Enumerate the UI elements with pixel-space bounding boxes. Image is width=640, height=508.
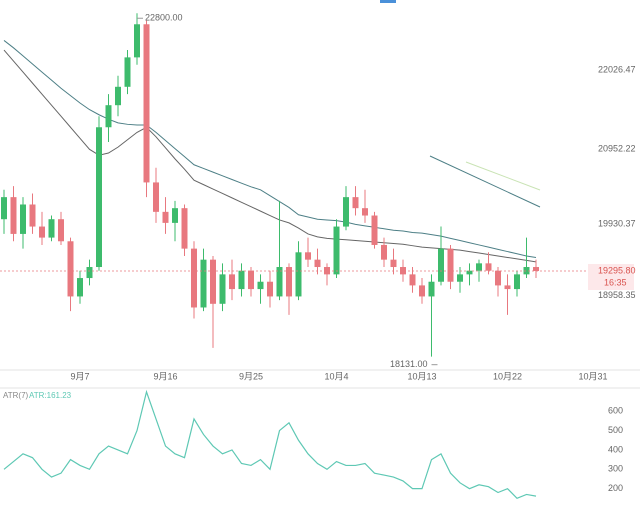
candle-body	[495, 270, 501, 286]
candle-body	[371, 215, 378, 245]
candle-body	[162, 211, 169, 223]
x-tick-label: 10月4	[324, 371, 348, 381]
candle-body	[153, 182, 159, 212]
candle-body	[267, 281, 273, 297]
y-tick-label: 18958.35	[598, 290, 636, 300]
tab-indicator	[380, 0, 396, 3]
candle-body	[248, 270, 254, 290]
x-tick-label: 9月16	[153, 371, 177, 381]
candle-body	[229, 274, 235, 290]
candle-body	[1, 197, 7, 220]
candle-body	[466, 270, 473, 275]
y-tick-label: 19930.37	[598, 219, 636, 229]
candle-body	[67, 241, 74, 297]
candle-body	[485, 263, 492, 271]
candle-body	[238, 270, 245, 290]
last-time-label: 16:35	[604, 277, 627, 287]
candle-body	[390, 259, 397, 268]
atr-line	[3, 389, 537, 500]
candle-body	[276, 267, 283, 297]
candle-body	[438, 248, 444, 282]
candle-body	[523, 267, 530, 275]
candle-body	[295, 252, 302, 297]
candle-body	[257, 281, 264, 290]
y-tick-label: 20952.22	[598, 144, 636, 154]
candle-body	[105, 105, 112, 128]
candle-body	[172, 208, 178, 223]
y-tick-label: 200	[608, 483, 623, 493]
candle-body	[210, 259, 216, 304]
candle-body	[305, 252, 311, 260]
indicator-legend: ATR:161.23	[29, 391, 72, 400]
candle-body	[533, 267, 539, 272]
candle-body	[504, 285, 511, 290]
candle-body	[77, 278, 83, 297]
indicator-title: ATR(7)	[3, 391, 29, 400]
candle-body	[286, 267, 292, 297]
drawing-line	[465, 161, 541, 191]
candle-body	[134, 24, 140, 58]
candle-body	[10, 197, 17, 234]
candle-body	[476, 263, 482, 271]
annotation: 22800.00	[145, 13, 183, 23]
candle-body	[352, 197, 359, 209]
candle-body	[20, 204, 26, 234]
y-tick-label: 500	[608, 425, 623, 435]
candle-body	[191, 248, 197, 308]
last-price-label: 19295.80	[598, 265, 636, 275]
last-price-box	[588, 264, 634, 291]
y-tick-label: 600	[608, 406, 623, 416]
y-tick-label: 22026.47	[598, 65, 636, 75]
annotation: 18131.00	[390, 359, 428, 369]
candle-body	[143, 24, 150, 183]
candle-body	[324, 267, 330, 275]
candle-body	[219, 274, 226, 304]
candle-body	[96, 127, 102, 268]
x-tick-label: 10月13	[407, 371, 436, 381]
candle-body	[314, 259, 321, 268]
x-tick-label: 10月22	[493, 371, 522, 381]
candle-body	[58, 219, 64, 242]
x-tick-label: 9月25	[239, 371, 263, 381]
y-tick-label: 400	[608, 444, 623, 454]
moving-average-line	[3, 49, 537, 263]
candle-body	[86, 267, 93, 279]
drawing-line	[429, 155, 541, 208]
candle-body	[409, 274, 416, 286]
candle-body	[381, 244, 387, 260]
moving-average-line	[3, 40, 537, 258]
candle-body	[29, 204, 36, 227]
candle-body	[428, 281, 435, 297]
candle-body	[362, 208, 368, 216]
candle-body	[400, 267, 406, 275]
candle-body	[514, 274, 520, 290]
candle-body	[124, 57, 131, 87]
candle-body	[447, 248, 454, 282]
candle-body	[200, 259, 207, 308]
x-tick-label: 10月31	[578, 371, 607, 381]
candle-body	[39, 226, 45, 238]
candle-body	[419, 285, 425, 297]
candle-body	[48, 219, 55, 238]
candle-body	[457, 274, 463, 282]
x-tick-label: 9月7	[70, 371, 89, 381]
y-tick-label: 300	[608, 464, 623, 474]
candle-body	[115, 86, 121, 106]
candle-body	[333, 226, 340, 275]
candle-body	[181, 208, 188, 249]
candle-body	[343, 197, 349, 227]
